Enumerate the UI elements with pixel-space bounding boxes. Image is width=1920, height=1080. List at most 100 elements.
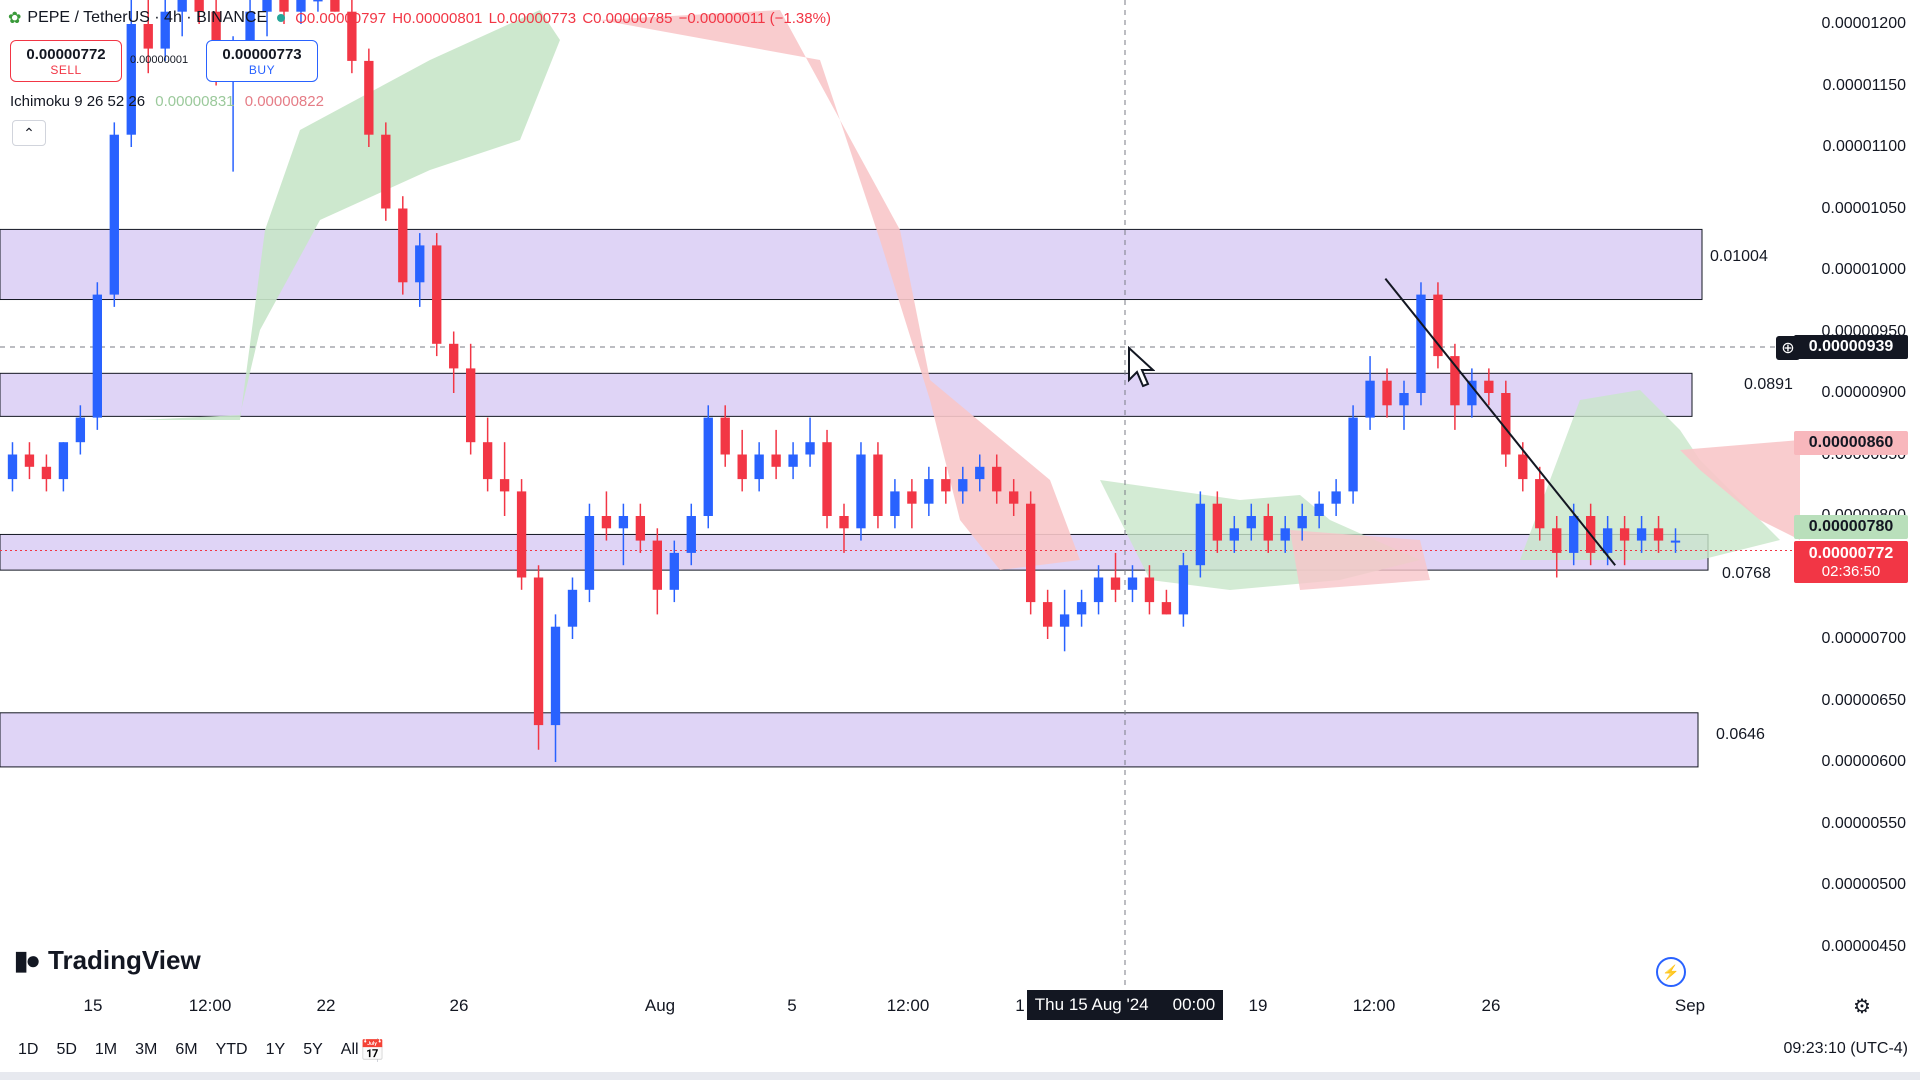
crosshair-price-badge: 0.00000939 [1794,335,1908,359]
candle-body [1670,540,1681,543]
candle-body [533,577,544,726]
candle-body [1636,528,1647,541]
candle-body [415,245,425,283]
candle-body [449,343,459,369]
range-button-ytd[interactable]: YTD [215,1041,248,1058]
range-button-1m[interactable]: 1M [94,1041,118,1058]
chevron-up-icon: ⌃ [23,124,35,141]
candle-body [1399,393,1409,406]
time-tick-label: 12:00 [188,996,232,1015]
candle-body [516,491,527,578]
candle-body [856,454,866,529]
candle-body [364,60,374,135]
candle-body [1619,528,1630,541]
range-button-5d[interactable]: 5D [56,1041,77,1058]
cloud-top-badge: 0.00000860 [1794,431,1908,455]
candle-body [1348,417,1358,492]
candle-body [109,134,119,295]
candle-body [1161,602,1172,615]
candle-body [1026,503,1036,603]
cloud-red-3 [1680,440,1800,540]
settings-icon[interactable]: ⚙ [1853,996,1871,1018]
candle-body [347,11,357,61]
zone-1 [0,228,1703,301]
candle-body [262,0,272,12]
candle-body [754,454,764,480]
collapse-legend-button[interactable]: ⌃ [12,120,46,146]
cloud-green-3 [1520,390,1780,560]
candle-body [1535,479,1545,529]
candle-body [975,466,985,480]
range-button-all[interactable]: All [340,1041,359,1058]
price-tick-label: 0.00000600 [1821,753,1906,770]
change-value: −0.00000011 (−1.38%) [678,9,831,27]
tradingview-logo[interactable]: ▮● TradingView [14,945,201,976]
zone-2 [0,372,1693,417]
candle-body [1552,528,1562,553]
candle-body [296,0,306,12]
candle-body [381,134,391,209]
price-tick-label: 0.00000900 [1821,384,1906,401]
candle-body [24,454,35,467]
candle-body [601,516,612,529]
zone-label-2: 0.0891 [1744,376,1793,393]
candle-body [822,442,832,516]
time-tick-label: 19 [1248,996,1268,1015]
time-tick-label: 12:00 [886,996,930,1015]
market-status-icon [277,14,286,22]
indicator-name: Ichimoku 9 26 52 26 [10,93,146,110]
high-value: H0.00000801 [392,9,483,27]
clock-readout[interactable]: 09:23:10 (UTC-4) [1783,1040,1909,1057]
price-tick-label: 0.00000700 [1821,630,1906,647]
candle-body [1009,491,1019,504]
candle-body [771,454,781,467]
brand-name: TradingView [48,945,201,975]
buy-button[interactable]: 0.00000773 BUY [206,40,318,82]
candle-body [1365,380,1375,418]
candle-body [652,540,662,590]
sell-label: SELL [50,62,82,77]
candle-body [1450,356,1460,406]
mouse-cursor-icon [1128,346,1155,388]
candle-body [1602,528,1613,553]
range-button-1y[interactable]: 1Y [265,1041,286,1058]
candle-body [737,454,747,480]
candle-body [432,245,442,344]
candle-body [1127,577,1138,590]
range-button-6m[interactable]: 6M [175,1041,198,1058]
last-price-badge: 0.00000772 02:36:50 [1794,541,1908,583]
candle-body [398,208,408,283]
lightning-icon[interactable]: ⚡ [1656,957,1686,987]
crosshair-hour: 00:00 [1172,995,1216,1014]
price-tick-label: 0.00000450 [1821,937,1906,955]
sell-button[interactable]: 0.00000772 SELL [10,40,122,82]
indicator-value-2: 0.00000822 [244,93,324,110]
indicator-legend[interactable]: Ichimoku 9 26 52 26 0.00000831 0.0000082… [10,93,324,110]
candle-body [313,0,323,2]
range-button-1d[interactable]: 1D [18,1041,39,1058]
zone-label-3: 0.0768 [1722,565,1771,582]
candle-body [75,417,86,443]
candle-body [1263,516,1273,541]
cloud-red-1 [600,10,1080,570]
price-tick-label: 0.00001100 [1822,138,1906,155]
price-tick-label: 0.00001150 [1822,76,1906,94]
range-button-3m[interactable]: 3M [135,1041,158,1058]
candle-body [567,589,578,627]
range-toolbar: 1D 5D 1M 3M 6M YTD 1Y 5Y All [0,1032,1920,1068]
chart-scrollbar[interactable] [0,1072,1920,1080]
candle-body [1484,380,1494,393]
candle-body [279,0,289,12]
candle-body [7,454,18,480]
time-tick-label: 12:00 [1352,996,1396,1015]
candle-body [958,479,968,492]
crosshair-time-badge: Thu 15 Aug '24 00:00 [1027,990,1223,1020]
calendar-icon[interactable]: 📅 [360,1040,385,1062]
candle-body [788,454,798,467]
candle-body [1518,454,1528,480]
range-button-5y[interactable]: 5Y [303,1041,323,1058]
candle-body [907,491,917,504]
pepe-logo-icon: ✿ [8,10,22,27]
symbol-title[interactable]: PEPE / TetherUS · 4h · BINANCE [27,9,268,26]
